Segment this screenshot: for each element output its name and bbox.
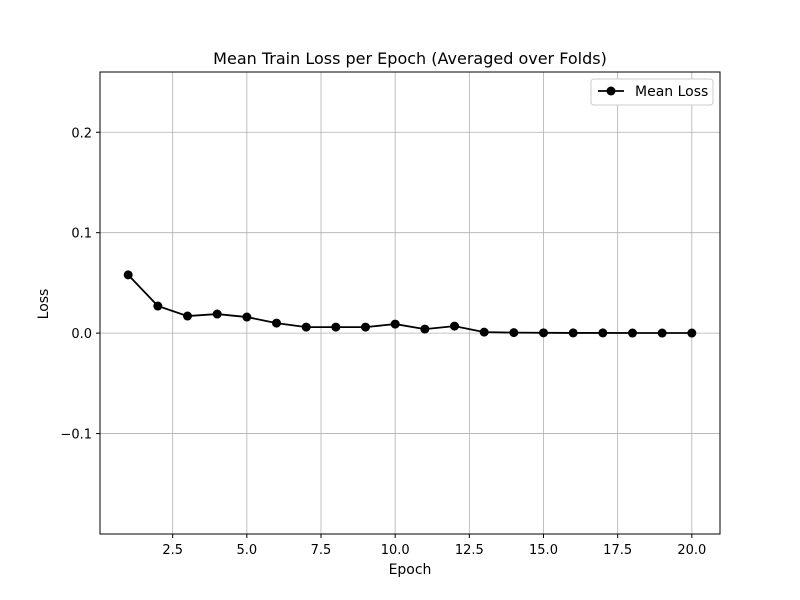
data-point [449, 321, 459, 331]
data-point [687, 328, 697, 338]
data-point [598, 328, 608, 338]
data-point [242, 312, 252, 322]
y-axis-label: Loss [36, 289, 52, 320]
y-tick-label: 0.1 [71, 227, 92, 242]
data-point [301, 322, 311, 332]
legend-box [590, 78, 714, 106]
data-point [212, 309, 222, 319]
data-point [123, 270, 133, 280]
x-tick-label: 20.0 [677, 543, 706, 558]
series-layer [123, 270, 697, 338]
y-tick-label: 0.0 [71, 327, 92, 342]
legend-entry-mean-loss: Mean Loss [635, 84, 708, 100]
x-tick-label: 10.0 [381, 543, 410, 558]
x-axis-label: Epoch [389, 562, 432, 578]
data-point [153, 301, 163, 311]
x-tick-label: 12.5 [455, 543, 484, 558]
data-point [479, 327, 489, 337]
data-point [331, 322, 341, 332]
x-tick-label: 17.5 [603, 543, 632, 558]
legend-marker-swatch [606, 86, 616, 96]
x-tick-label: 2.5 [162, 543, 183, 558]
data-point [568, 328, 578, 338]
plot-area-frame [99, 71, 721, 535]
ticks: 2.5 5.0 7.5 10.0 12.5 15.0 17.5 20.0 −0.1 0.0 0.1 0… [60, 126, 706, 558]
data-point [538, 328, 548, 338]
data-point [390, 319, 400, 329]
series-line [127, 274, 692, 334]
data-point [420, 324, 430, 334]
x-tick-label: 5.0 [236, 543, 257, 558]
y-tick-label: −0.1 [60, 428, 92, 443]
data-point [183, 311, 193, 321]
data-point [361, 322, 371, 332]
data-point [657, 328, 667, 338]
data-point [627, 328, 637, 338]
legend: Mean Loss [590, 78, 714, 106]
x-tick-label: 7.5 [311, 543, 332, 558]
chart-title: Mean Train Loss per Epoch (Averaged over… [213, 49, 607, 68]
data-point [272, 318, 282, 328]
y-tick-label: 0.2 [71, 126, 92, 141]
x-tick-label: 15.0 [529, 543, 558, 558]
data-point [509, 328, 519, 338]
